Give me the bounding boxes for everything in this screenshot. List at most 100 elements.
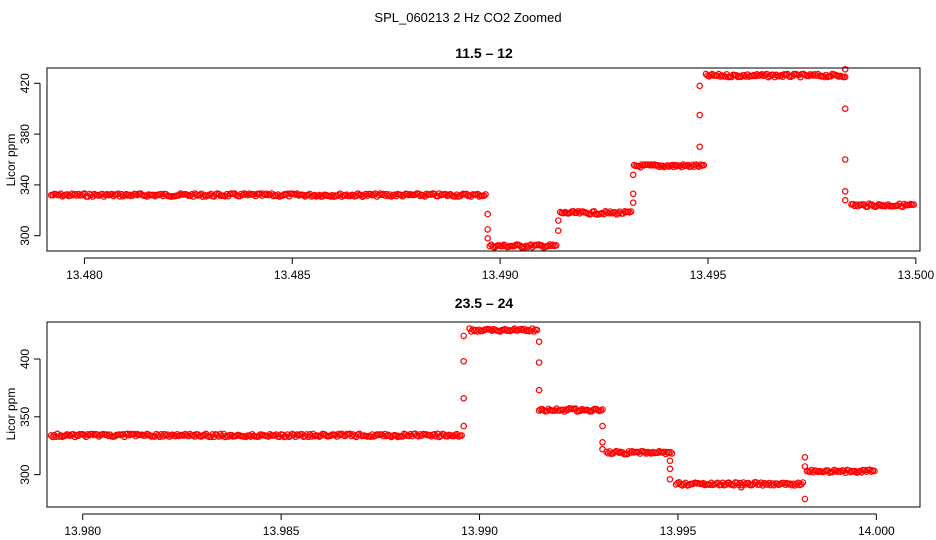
data-point: [484, 210, 492, 218]
data-point: [559, 406, 567, 414]
data-point: [533, 326, 541, 334]
transition-points: [696, 82, 704, 151]
x-tick-label: 13.500: [897, 268, 934, 282]
data-point: [684, 161, 692, 169]
data-point: [841, 73, 849, 81]
panel-2-points: [47, 325, 878, 503]
data-segment: [672, 478, 807, 489]
data-point: [841, 188, 849, 195]
y-tick-label: 300: [18, 464, 32, 484]
data-point: [700, 161, 708, 169]
data-point: [484, 226, 492, 233]
data-point: [738, 483, 745, 491]
data-point: [841, 196, 849, 204]
data-point: [797, 480, 805, 488]
data-point: [552, 242, 560, 249]
data-point: [142, 432, 149, 439]
transition-points: [599, 422, 606, 453]
data-point: [801, 495, 809, 503]
data-point: [635, 162, 643, 170]
panel-1-y-axis: 300 340 380 420: [18, 73, 41, 246]
transition-points: [629, 171, 637, 207]
data-point: [910, 201, 918, 208]
data-point: [273, 192, 280, 200]
data-point: [442, 190, 450, 198]
data-point: [671, 161, 679, 169]
panel-1-ylabel: Licor ppm: [4, 134, 18, 187]
data-point: [841, 105, 849, 113]
y-tick-label: 420: [18, 73, 32, 93]
panel-1-points: [47, 66, 918, 251]
x-tick-label: 13.480: [66, 268, 103, 282]
data-point: [530, 328, 538, 335]
data-point: [569, 208, 577, 215]
data-point: [554, 227, 562, 235]
data-point: [554, 217, 562, 224]
data-point: [656, 163, 663, 171]
data-point: [535, 359, 543, 366]
transition-points: [841, 66, 849, 204]
data-segment: [630, 161, 708, 171]
data-point: [480, 192, 488, 200]
x-tick-label: 13.985: [263, 524, 300, 538]
data-point: [484, 235, 492, 242]
panel-1-plot-box: [46, 67, 921, 252]
data-point: [228, 431, 235, 439]
data-segment: [466, 325, 541, 335]
data-point: [460, 422, 468, 430]
data-point: [666, 465, 674, 473]
data-point: [629, 171, 637, 179]
data-point: [482, 191, 489, 198]
data-point: [460, 394, 468, 402]
data-point: [666, 475, 674, 483]
panel-2-x-axis: 13.980 13.985 13.990 13.995 14.000: [64, 513, 895, 538]
panel-1-x-axis: 13.480 13.485 13.490 13.495 13.500: [66, 257, 935, 282]
x-tick-label: 13.485: [274, 268, 311, 282]
data-point: [629, 190, 637, 198]
figure-title: SPL_060213 2 Hz CO2 Zoomed: [374, 10, 561, 25]
panel-2-y-axis: 300 350 400: [18, 349, 41, 485]
data-point: [629, 199, 637, 207]
data-point: [225, 433, 232, 440]
y-tick-label: 340: [18, 175, 32, 195]
data-point: [668, 450, 676, 457]
panel-2: 23.5 – 24 13.980 13.985 13.990 13.995 14.000…: [4, 295, 921, 538]
data-point: [801, 463, 809, 470]
data-point: [458, 432, 466, 439]
data-point: [841, 66, 849, 73]
panel-1: 11.5 – 12 13.480 13.485 13.490 13.495 13.500…: [4, 45, 935, 282]
data-segment: [47, 430, 466, 441]
data-point: [502, 242, 509, 249]
data-point: [49, 433, 56, 441]
transition-points: [535, 338, 543, 394]
data-segment: [486, 241, 560, 251]
data-point: [535, 407, 543, 414]
data-point: [871, 467, 878, 475]
data-point: [460, 332, 468, 340]
transition-points: [666, 457, 674, 483]
data-point: [667, 448, 674, 456]
data-point: [841, 156, 849, 163]
data-point: [696, 82, 704, 90]
data-point: [599, 422, 606, 430]
transition-points: [738, 483, 745, 491]
data-point: [49, 192, 57, 199]
data-point: [460, 357, 468, 365]
transition-points: [460, 332, 468, 430]
data-segment: [603, 447, 676, 458]
x-tick-label: 13.990: [461, 524, 498, 538]
y-tick-label: 300: [18, 225, 32, 245]
data-point: [599, 438, 606, 446]
y-tick-label: 380: [18, 124, 32, 144]
x-tick-label: 13.980: [64, 524, 101, 538]
data-point: [696, 111, 704, 119]
data-segment: [535, 404, 606, 415]
x-tick-label: 13.495: [690, 268, 727, 282]
data-segment: [848, 200, 918, 211]
x-tick-label: 13.490: [482, 268, 519, 282]
panel-2-plot-box: [46, 321, 921, 508]
data-point: [696, 143, 704, 151]
panel-2-ylabel: Licor ppm: [4, 388, 18, 441]
data-point: [666, 457, 674, 465]
